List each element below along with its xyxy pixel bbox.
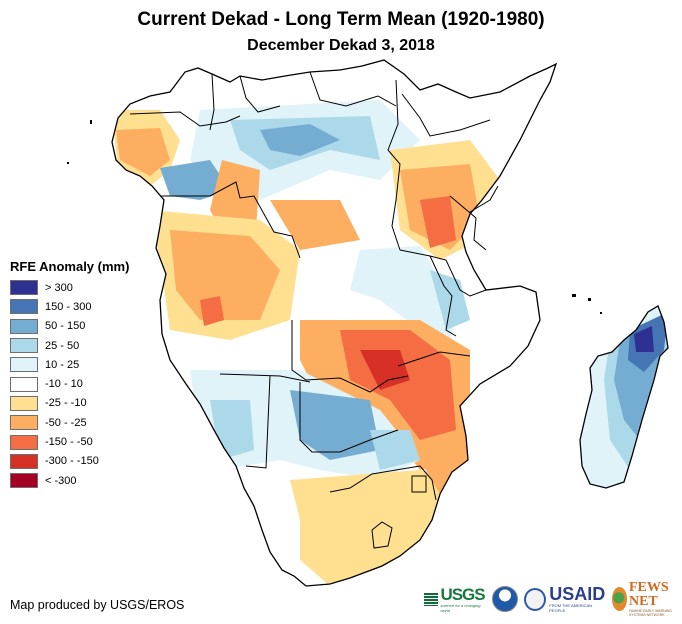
legend: RFE Anomaly (mm) > 300 150 - 300 50 - 150 2… (10, 259, 129, 490)
legend-label: 25 - 50 (45, 339, 80, 352)
legend-item: -300 - -150 (10, 452, 129, 471)
anomaly-patch (210, 400, 254, 460)
legend-item: 150 - 300 (10, 297, 129, 316)
usgs-tagline: science for a changing world (440, 602, 481, 613)
anomaly-patch (290, 390, 380, 460)
usaid-logo: USAID FROM THE AMERICAN PEOPLE (524, 585, 606, 613)
legend-label: -150 - -50 (45, 436, 93, 449)
legend-label: -25 - -10 (45, 397, 87, 410)
anomaly-patch (160, 160, 230, 200)
anomaly-patch (170, 230, 280, 320)
anomaly-patch (200, 296, 224, 326)
legend-label: -300 - -150 (45, 455, 99, 468)
legend-label: 50 - 150 (45, 320, 86, 333)
anomaly-patch (116, 128, 170, 176)
legend-swatch (10, 453, 38, 469)
anomaly-patch (430, 270, 470, 330)
legend-label: > 300 (45, 281, 73, 294)
legend-item: 10 - 25 (10, 355, 129, 374)
legend-swatch (10, 415, 38, 431)
anomaly-patch (370, 430, 420, 470)
legend-label: 150 - 300 (45, 300, 92, 313)
legend-item: 25 - 50 (10, 336, 129, 355)
islands (67, 120, 602, 314)
anomaly-patch (360, 350, 410, 390)
fews-wordmark: FEWS NET (628, 580, 669, 609)
legend-label: -10 - 10 (45, 378, 83, 391)
legend-label: -50 - -25 (45, 416, 87, 429)
legend-item: -25 - -10 (10, 394, 129, 413)
globe-icon (612, 587, 627, 611)
legend-item: < -300 (10, 471, 129, 490)
usgs-logo: USGS science for a changing world (424, 586, 486, 613)
usaid-seal-icon (524, 587, 547, 611)
legend-swatch (10, 376, 38, 392)
country-borders (129, 71, 499, 549)
usaid-tagline: FROM THE AMERICAN PEOPLE (549, 603, 593, 613)
legend-swatch (10, 434, 38, 450)
legend-item: -150 - -50 (10, 432, 129, 451)
legend-swatch (10, 318, 38, 334)
legend-item: > 300 (10, 278, 129, 297)
map-title: Current Dekad - Long Term Mean (1920-198… (137, 9, 545, 30)
legend-swatch (10, 338, 38, 354)
fews-net-logo: FEWS NET FAMINE EARLY WARNING SYSTEMS NE… (612, 581, 678, 617)
anomaly-patch (350, 246, 460, 340)
legend-swatch (10, 299, 38, 315)
legend-title: RFE Anomaly (mm) (10, 259, 130, 274)
legend-item: -10 - 10 (10, 374, 129, 393)
anomaly-patch (260, 124, 340, 156)
legend-label: < -300 (45, 474, 77, 487)
noaa-logo (492, 586, 519, 612)
legend-swatch (10, 395, 38, 411)
legend-swatch (10, 357, 38, 373)
legend-swatch (10, 280, 38, 296)
legend-swatch (10, 473, 38, 489)
usaid-wordmark: USAID (549, 584, 606, 604)
map-subtitle: December Dekad 3, 2018 (247, 37, 435, 54)
usgs-wave-icon (424, 592, 439, 606)
anomaly-patch (634, 326, 654, 352)
credit-text: Map produced by USGS/EROS (10, 598, 185, 612)
noaa-seal-icon (492, 586, 519, 612)
legend-label: 10 - 25 (45, 358, 80, 371)
madagascar-raster (604, 312, 668, 470)
logo-bar: USGS science for a changing world USAID … (424, 581, 682, 617)
legend-item: -50 - -25 (10, 413, 129, 432)
fews-tagline: FAMINE EARLY WARNING SYSTEMS NETWORK (628, 609, 672, 617)
anomaly-patch (420, 196, 456, 248)
legend-item: 50 - 150 (10, 317, 129, 336)
usgs-wordmark: USGS (440, 584, 485, 604)
